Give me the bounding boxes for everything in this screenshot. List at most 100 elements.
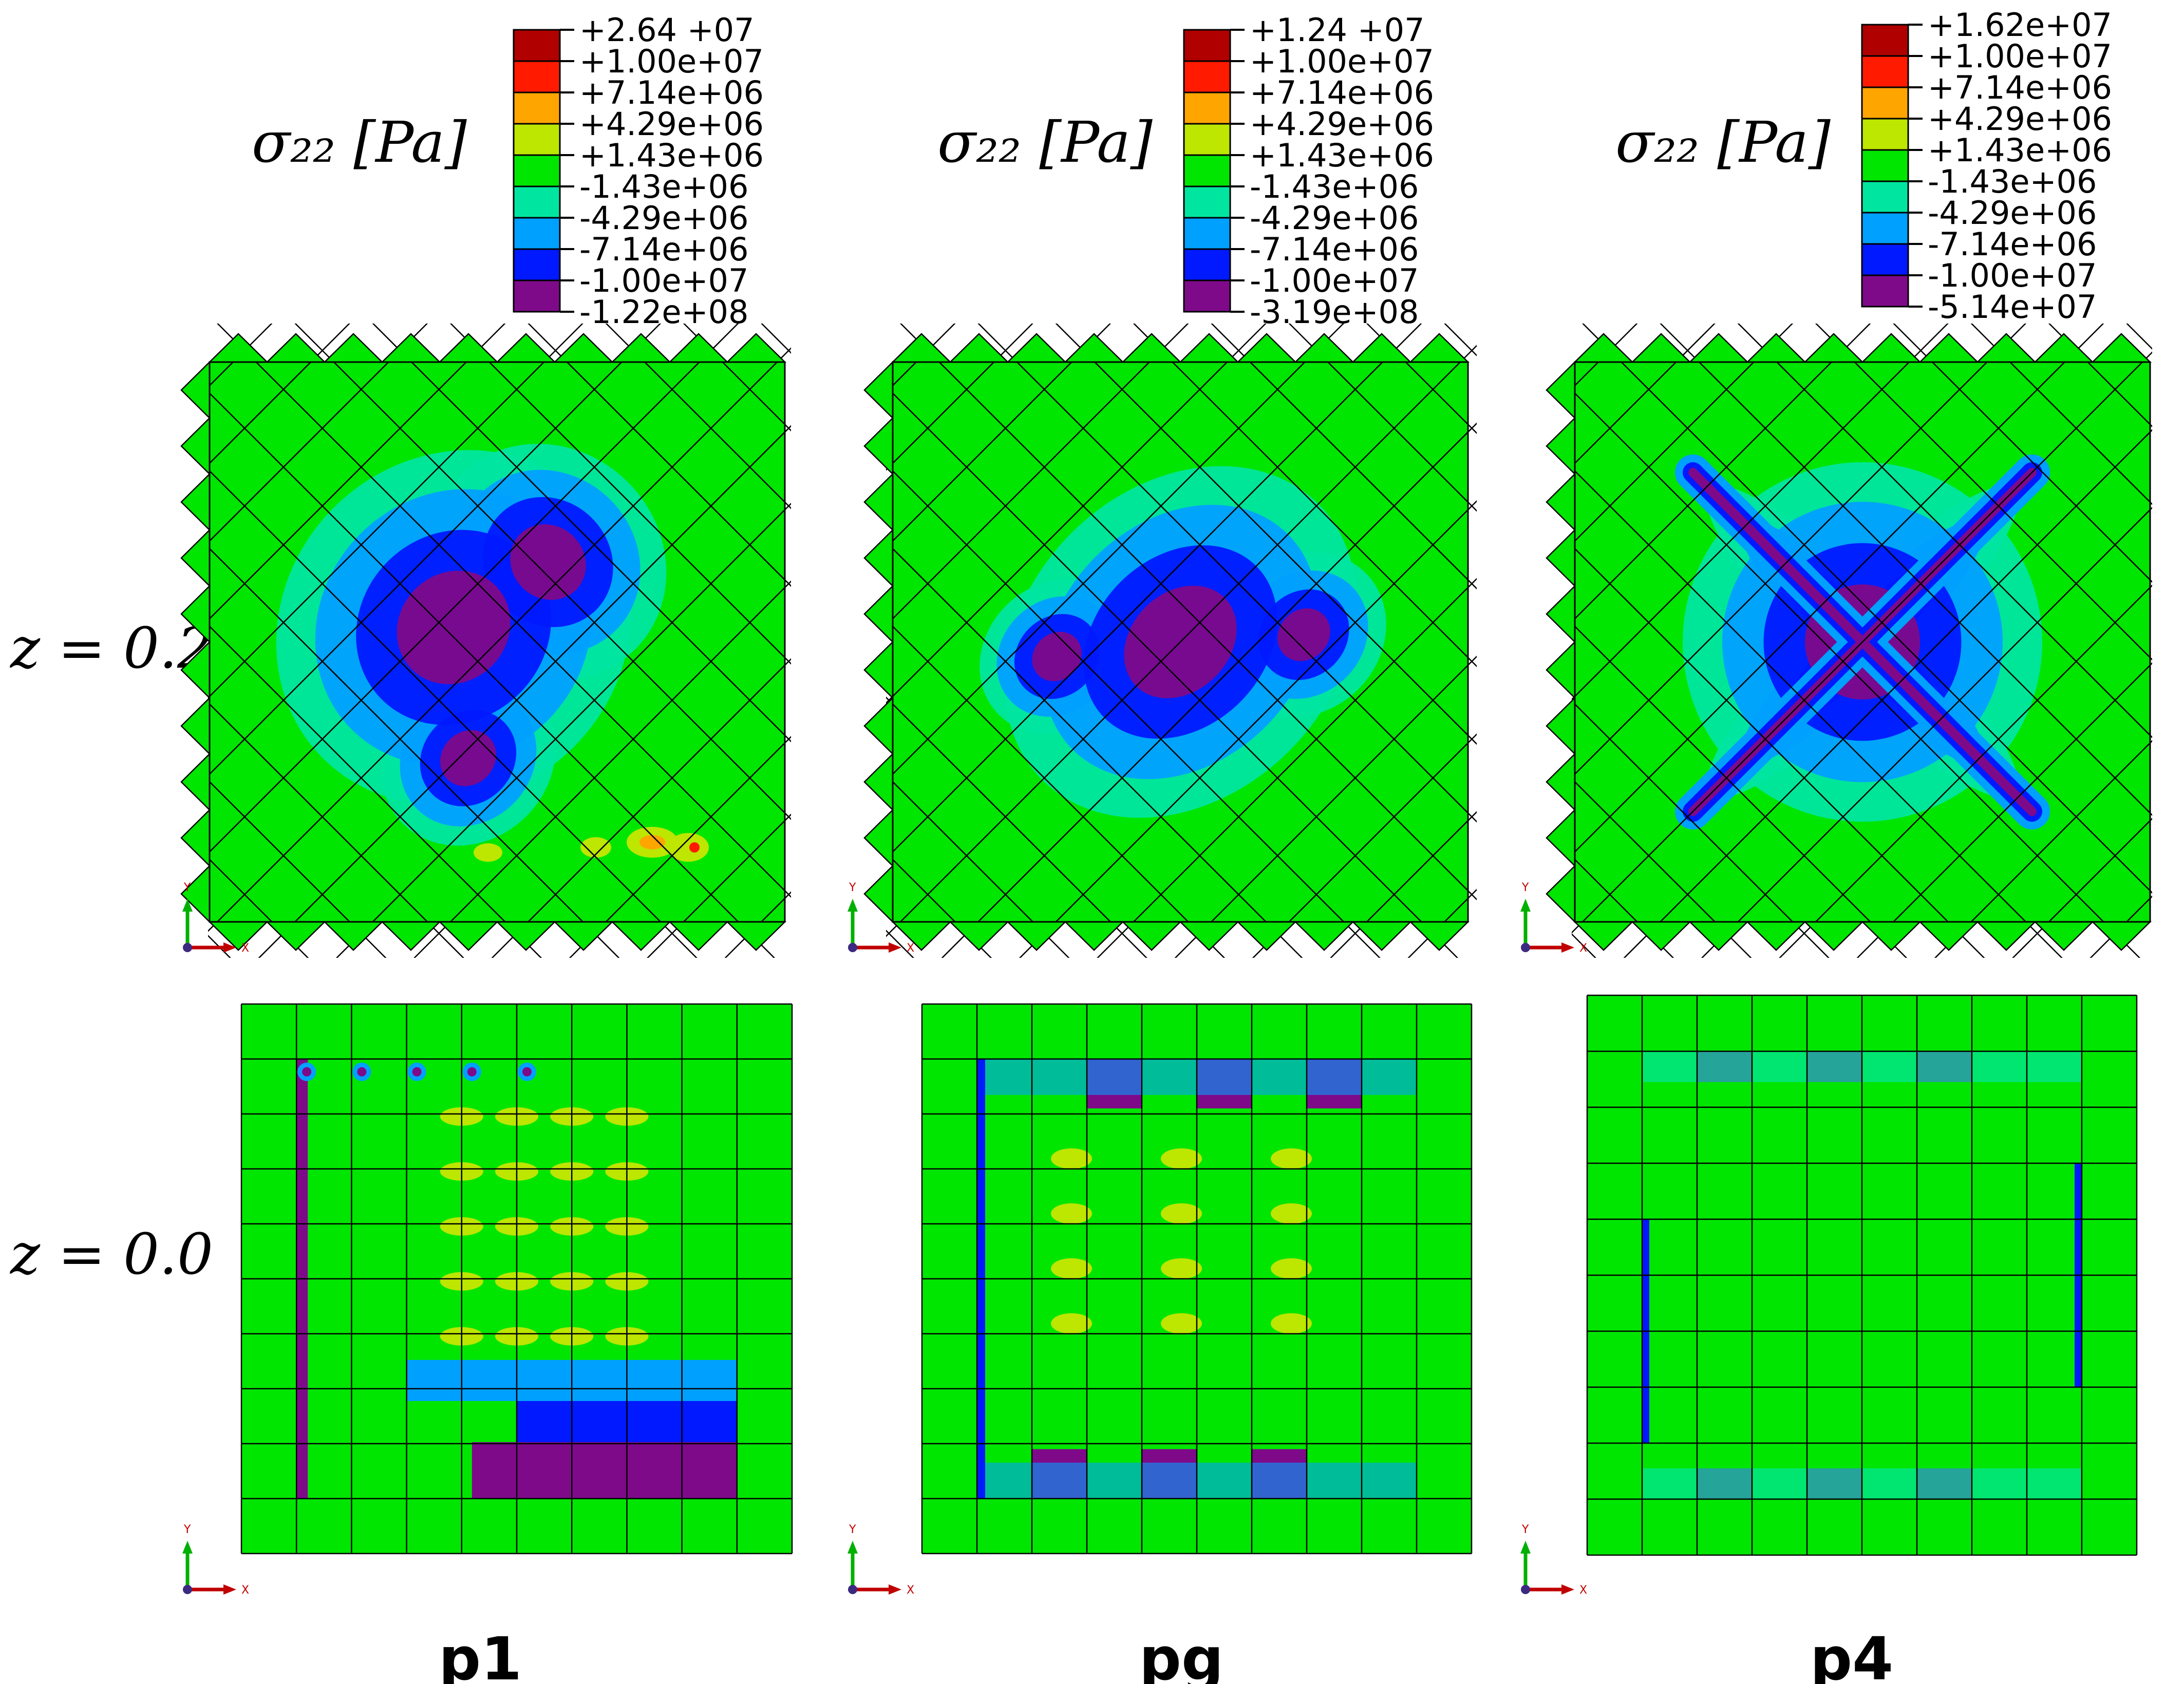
tile-tooth [668, 921, 729, 951]
tile-tooth [1063, 921, 1125, 951]
x-axis-label: X [241, 1584, 249, 1597]
y-axis-arrowhead [182, 899, 193, 912]
tile-tooth [180, 361, 211, 420]
legend-swatch [513, 154, 561, 187]
y-axis-arrowhead [848, 1541, 858, 1554]
contour-panel-p1-z02 [180, 324, 791, 958]
legend-swatch [513, 91, 561, 125]
legend-swatch [1183, 217, 1231, 250]
tile-tooth [1546, 808, 1576, 867]
tile-tooth [1351, 333, 1413, 363]
tile-edge [208, 324, 669, 814]
legend-tick-label: -7.14e+06 [579, 231, 748, 268]
tile-tooth [323, 333, 384, 363]
x-axis-arrowhead [889, 942, 901, 953]
tile-tooth [495, 921, 557, 951]
stress-contour [1161, 1258, 1202, 1279]
x-axis-arrowhead [223, 942, 236, 953]
tile-edge [1572, 324, 1957, 736]
stress-hotspot [639, 835, 665, 849]
stress-contour [1051, 1258, 1092, 1279]
x-axis-label: X [1579, 942, 1587, 955]
tile-tooth [610, 921, 672, 951]
stress-contour [510, 524, 586, 600]
legend-tick-label: -1.00e+07 [1928, 257, 2097, 294]
tile-edge [208, 373, 766, 958]
legend-tick-label: +1.00e+07 [1250, 43, 1434, 80]
tile-tooth [863, 808, 894, 867]
row-label-z02: z = 0.2 [9, 615, 213, 681]
legend-tick-label: -4.29e+06 [579, 199, 748, 237]
tile-tooth [1803, 921, 1865, 951]
y-axis-label: Y [1521, 881, 1529, 894]
tile-tooth [1063, 333, 1125, 363]
tile-tooth [948, 333, 1010, 363]
legend-tick-label: -3.19e+08 [1250, 293, 1419, 331]
tile-edge [208, 324, 786, 931]
tile-edge [1690, 470, 2152, 958]
axis-origin [848, 1585, 857, 1594]
tile-tooth [725, 921, 787, 951]
stress-hotspot [474, 843, 502, 862]
y-axis-arrowhead [1520, 899, 1531, 912]
axis-origin [183, 943, 192, 952]
tile-edge [886, 606, 1216, 958]
stress-contour [1032, 632, 1082, 682]
legend-swatch [1183, 123, 1231, 156]
axis-triad: YX [182, 1523, 249, 1597]
contour-panel-p1-z00 [240, 1003, 793, 1555]
sigma-label-p1: σ₂₂ [Pa] [252, 109, 467, 175]
tile-edge [1572, 324, 2074, 853]
tile-edge [208, 567, 572, 958]
tile-edge [886, 411, 1411, 958]
legend-swatch [1861, 149, 1909, 182]
legend-tick-label: -1.43e+06 [1928, 163, 2097, 200]
tile-tooth [553, 333, 614, 363]
tile-edge [1651, 431, 2152, 958]
tile-tooth [1408, 921, 1470, 951]
stress-contour [1161, 1203, 1202, 1224]
tile-edge [1729, 509, 2152, 958]
legend-tick-label: +1.43e+06 [579, 137, 764, 174]
tile-edge [886, 324, 1236, 697]
axis-triad: YX [1520, 1523, 1587, 1597]
tile-edge [886, 324, 1477, 958]
tile-tooth [948, 921, 1010, 951]
contour-panel-p4-z02 [1546, 324, 2152, 958]
x-axis-label: X [907, 942, 914, 955]
tile-tooth [1573, 333, 1634, 363]
legend-swatch [1861, 24, 1909, 57]
tile-edge [886, 324, 1391, 853]
y-axis-arrowhead [182, 1541, 193, 1554]
tile-tooth [863, 752, 894, 811]
tile-tooth [180, 752, 211, 811]
stress-contour [472, 1442, 737, 1499]
legend-swatch [513, 217, 561, 250]
legend-pg: +1.24 +07+1.00e+07+7.14e+06+4.29e+06+1.4… [1183, 11, 1434, 331]
tile-tooth [1293, 921, 1355, 951]
tile-edge [886, 324, 1275, 736]
axis-triad: YX [1520, 881, 1587, 955]
tile-edge [892, 353, 1477, 958]
legend-tick-label: +7.14e+06 [1928, 69, 2112, 106]
tile-tooth [1630, 333, 1692, 363]
axis-triad: YX [848, 1523, 914, 1597]
legend-tick-label: +1.43e+06 [1250, 137, 1434, 174]
tile-edge [1572, 411, 2093, 958]
tile-tooth [180, 528, 211, 588]
tile-edge [1572, 324, 1995, 775]
tile-tooth [1745, 921, 1807, 951]
panel-border [209, 361, 786, 923]
legend-tick-label: +1.43e+06 [1928, 131, 2112, 169]
tile-edge [1572, 324, 2035, 814]
tile-edge [969, 431, 1477, 958]
legend-tick-label: +1.00e+07 [1928, 37, 2112, 75]
tile-edge [208, 324, 553, 697]
row-label-z00: z = 0.0 [9, 1221, 213, 1287]
stress-contour [1051, 1203, 1092, 1224]
legend-tick-label: +1.24 +07 [1250, 11, 1425, 49]
col-label-p1: p1 [439, 1625, 522, 1684]
tile-tooth [380, 921, 442, 951]
stress-hotspot [668, 833, 709, 862]
